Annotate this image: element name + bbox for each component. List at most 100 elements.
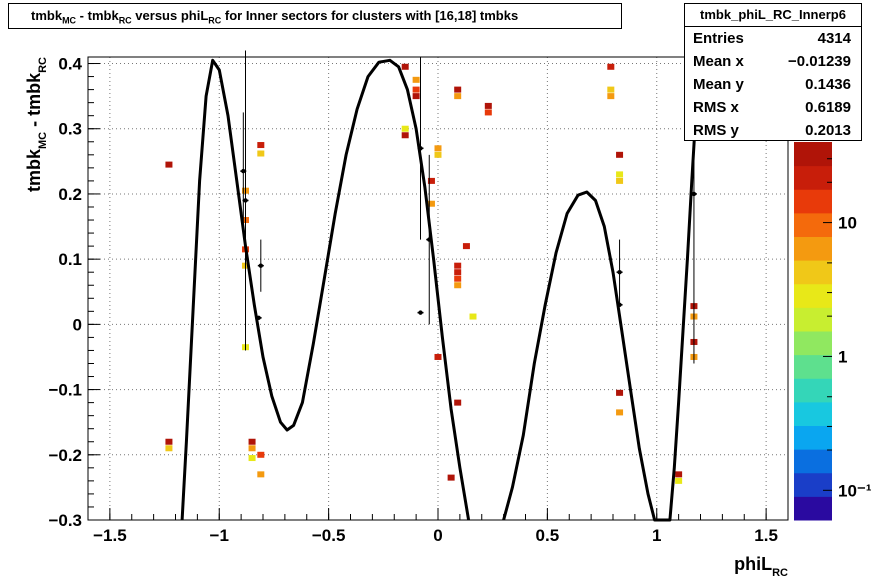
heatmap-cell bbox=[427, 177, 435, 184]
profile-point bbox=[426, 154, 433, 325]
heatmap-cell bbox=[675, 471, 683, 478]
y-tick-label: 0.2 bbox=[58, 185, 82, 204]
heatmap-cell bbox=[165, 445, 173, 452]
heatmap-cell bbox=[248, 445, 256, 452]
stats-box: tmbk_phiL_RC_Innerp6 Entries 4314 Mean x −… bbox=[684, 3, 862, 141]
heatmap-cell bbox=[257, 150, 265, 157]
heatmap-cell bbox=[412, 76, 420, 83]
heatmap-cell bbox=[401, 63, 409, 70]
y-tick-label: −0.1 bbox=[48, 381, 82, 400]
heatmap-cell bbox=[616, 389, 624, 396]
heatmap-cell bbox=[616, 177, 624, 184]
heatmap-cell bbox=[447, 474, 455, 481]
heatmap-cell bbox=[248, 455, 256, 462]
heatmap-cell bbox=[427, 200, 435, 207]
stats-row-mean-y: Mean y 0.1436 bbox=[693, 76, 851, 93]
heatmap-cell bbox=[434, 353, 442, 360]
heatmap-cell bbox=[454, 86, 462, 93]
stats-histogram-name: tmbk_phiL_RC_Innerp6 bbox=[685, 4, 861, 27]
heatmap-cell bbox=[257, 142, 265, 149]
x-tick-label: 0 bbox=[433, 526, 442, 545]
heatmap-cell bbox=[616, 409, 624, 416]
heatmap-cell bbox=[454, 282, 462, 289]
profile-point bbox=[616, 302, 623, 308]
heatmap-cell bbox=[616, 151, 624, 158]
x-tick-label: 1 bbox=[652, 526, 661, 545]
y-tick-label: −0.2 bbox=[48, 446, 82, 465]
heatmap-cell bbox=[434, 151, 442, 158]
palette-swatch bbox=[794, 260, 832, 285]
heatmap-cell bbox=[434, 145, 442, 152]
heatmap-cell bbox=[401, 125, 409, 132]
heatmap-cell bbox=[607, 63, 615, 70]
y-tick-label: 0 bbox=[73, 315, 82, 334]
heatmap-cell bbox=[165, 438, 173, 445]
heatmap-cell bbox=[412, 86, 420, 93]
palette-swatch bbox=[794, 496, 832, 521]
heatmap-cell bbox=[257, 451, 265, 458]
palette-tick-label: 10 bbox=[838, 214, 857, 233]
heatmap-cell bbox=[462, 243, 470, 250]
palette-swatch bbox=[794, 449, 832, 474]
heatmap-cell bbox=[257, 471, 265, 478]
palette-swatch bbox=[794, 189, 832, 214]
profile-point bbox=[417, 57, 424, 240]
heatmap-cell bbox=[484, 109, 492, 116]
palette-swatch bbox=[794, 307, 832, 332]
palette-swatch bbox=[794, 212, 832, 237]
profile-point bbox=[242, 50, 249, 351]
x-tick-label: 1.5 bbox=[754, 526, 778, 545]
heatmap-cell bbox=[469, 313, 477, 320]
heatmap-cell bbox=[165, 161, 173, 168]
palette-swatch bbox=[794, 142, 832, 167]
stats-row-mean-x: Mean x −0.01239 bbox=[693, 53, 851, 70]
palette-swatch bbox=[794, 472, 832, 497]
y-tick-label: 0.4 bbox=[58, 55, 82, 74]
palette-swatch bbox=[794, 401, 832, 426]
palette-swatch bbox=[794, 165, 832, 190]
stats-row-rms-x: RMS x 0.6189 bbox=[693, 99, 851, 116]
heatmap-cell bbox=[401, 132, 409, 139]
heatmap-cell bbox=[607, 86, 615, 93]
profile-point bbox=[616, 239, 623, 305]
heatmap-cell bbox=[607, 93, 615, 100]
axes: −1.5 −1 −0.5 0 0.5 1 1.5 −0.3 −0.2 −0.1 0 0.1 0.2 0.3… bbox=[48, 55, 778, 545]
heatmap-cell bbox=[616, 171, 624, 178]
palette-swatch bbox=[794, 283, 832, 308]
fit-curve-segment bbox=[180, 58, 471, 521]
y-tick-label: 0.1 bbox=[58, 250, 82, 269]
heatmap-cell bbox=[675, 477, 683, 484]
histogram-title: tmbkMC - tmbkRC versus phiLRC for Inner … bbox=[8, 3, 622, 29]
heatmap-cell bbox=[454, 93, 462, 100]
stats-row-entries: Entries 4314 bbox=[693, 30, 851, 47]
palette-tick-label: 10⁻¹ bbox=[838, 481, 872, 500]
heatmap-cell bbox=[454, 399, 462, 406]
profile-point bbox=[417, 310, 424, 315]
y-axis-label: tmbkMC - tmbkRC bbox=[24, 57, 49, 192]
heatmap-cell bbox=[454, 262, 462, 269]
palette-tick-label: 1 bbox=[838, 347, 847, 366]
palette-swatch bbox=[794, 425, 832, 450]
stats-row-rms-y: RMS y 0.2013 bbox=[693, 122, 851, 139]
profile-point bbox=[255, 315, 262, 321]
palette-swatch bbox=[794, 354, 832, 379]
heatmap-cell bbox=[454, 275, 462, 282]
heatmap-cell bbox=[484, 102, 492, 109]
y-tick-label: −0.3 bbox=[48, 511, 82, 530]
y-tick-label: 0.3 bbox=[58, 120, 82, 139]
palette-swatch bbox=[794, 236, 832, 261]
heatmap-cell bbox=[454, 269, 462, 276]
profile-point bbox=[240, 112, 247, 230]
profile-point bbox=[257, 239, 264, 292]
x-tick-label: 0.5 bbox=[536, 526, 560, 545]
heatmap-cell bbox=[412, 93, 420, 100]
color-palette: 10 1 10⁻¹ bbox=[794, 142, 872, 521]
palette-swatch bbox=[794, 331, 832, 356]
fit-curve bbox=[180, 56, 701, 522]
x-axis-label: phiLRC bbox=[734, 554, 788, 578]
fit-curve-segment bbox=[502, 56, 701, 522]
palette-swatch bbox=[794, 378, 832, 403]
x-tick-label: −1 bbox=[210, 526, 229, 545]
x-tick-label: −0.5 bbox=[312, 526, 346, 545]
